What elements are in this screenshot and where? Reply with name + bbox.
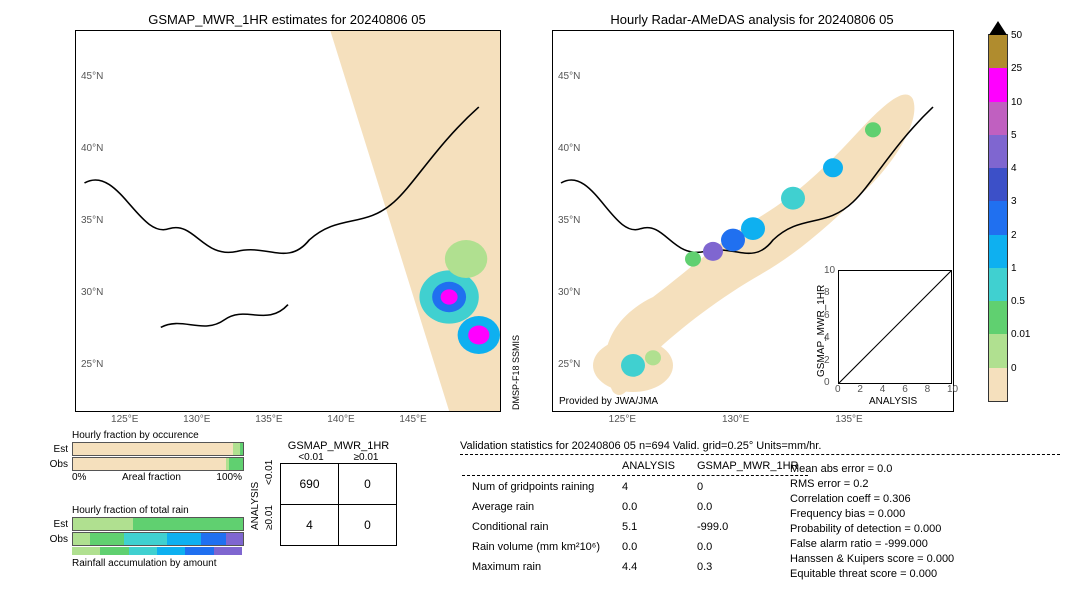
cont-yaxis: ANALYSIS — [250, 482, 261, 530]
validation-block: Validation statistics for 20240806 05 n=… — [460, 440, 1060, 578]
contingency-table: 6900 40 — [280, 463, 397, 546]
scatter-xlabel: ANALYSIS — [869, 396, 917, 407]
colorbar-arrow — [989, 21, 1007, 35]
left-panel-title: GSMAP_MWR_1HR estimates for 20240806 05 — [75, 12, 499, 27]
occ-axis-1: Areal fraction — [122, 472, 181, 483]
cont-10: 4 — [281, 505, 339, 546]
cont-row-1: ≥0.01 — [264, 505, 275, 530]
contingency-title: GSMAP_MWR_1HR — [280, 440, 397, 452]
validation-table: ANALYSISGSMAP_MWR_1HRNum of gridpoints r… — [460, 455, 810, 578]
colorbar: 502510543210.50.010 — [988, 34, 1008, 402]
occ-axis-0: 0% — [72, 472, 86, 483]
validation-title: Validation statistics for 20240806 05 n=… — [460, 440, 1060, 452]
cont-01: 0 — [339, 464, 397, 505]
cont-col-0: <0.01 — [284, 452, 339, 463]
totalrain-chart: Hourly fraction of total rain EstObs Rai… — [40, 505, 244, 569]
left-map-panel — [75, 30, 501, 412]
contingency-block: GSMAP_MWR_1HR <0.01 ≥0.01 6900 40 — [280, 440, 397, 546]
satellite-label: DMSP-F18 SSMIS — [511, 335, 521, 410]
occurrence-chart: Hourly fraction by occurence EstObs 0% A… — [40, 430, 244, 483]
cont-11: 0 — [339, 505, 397, 546]
totalrain-legend: Rainfall accumulation by amount — [72, 558, 276, 569]
totalrain-title: Hourly fraction of total rain — [72, 505, 276, 516]
provided-by-text: Provided by JWA/JMA — [559, 396, 658, 407]
right-panel-title: Hourly Radar-AMeDAS analysis for 2024080… — [552, 12, 952, 27]
cont-row-0: <0.01 — [264, 460, 275, 485]
cont-col-1: ≥0.01 — [339, 452, 394, 463]
validation-metrics: Mean abs error = 0.0RMS error = 0.2Corre… — [790, 460, 954, 583]
cont-00: 690 — [281, 464, 339, 505]
occ-axis-2: 100% — [216, 472, 242, 483]
occurrence-title: Hourly fraction by occurence — [72, 430, 276, 441]
scatter-inset — [838, 270, 952, 384]
